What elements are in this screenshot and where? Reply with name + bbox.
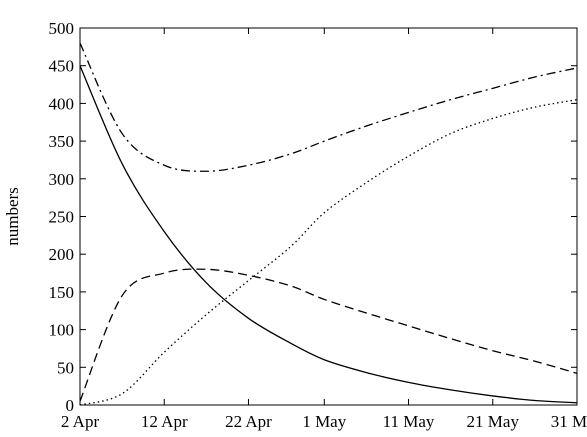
x-tick-label: 12 Apr	[141, 412, 188, 431]
y-tick-label: 400	[49, 94, 75, 113]
series-line-dashdot	[79, 42, 578, 172]
y-tick-label: 450	[49, 57, 75, 76]
series-line-dashed	[79, 268, 578, 402]
x-tick-label: 22 Apr	[225, 412, 272, 431]
x-tick-label: 2 Apr	[61, 412, 100, 431]
y-axis: 0 50 100 150 200 250 300 350 400 450 500	[49, 19, 577, 415]
x-tick-label: 11 May	[383, 412, 435, 431]
y-axis-label: numbers	[3, 187, 22, 246]
y-tick-label: 300	[49, 170, 75, 189]
y-tick-label: 350	[49, 132, 75, 151]
y-tick-label: 0	[66, 396, 75, 415]
y-tick-label: 200	[49, 245, 75, 264]
x-tick-label: 31 May	[551, 412, 587, 431]
y-tick-label: 100	[49, 321, 75, 340]
y-tick-label: 150	[49, 283, 75, 302]
plot-area	[79, 42, 578, 406]
x-tick-label: 21 May	[467, 412, 520, 431]
series-line-solid	[79, 65, 578, 404]
series-line-dotted	[79, 98, 578, 406]
y-tick-label: 500	[49, 19, 75, 38]
y-tick-label: 250	[49, 208, 75, 227]
x-axis: 2 Apr 12 Apr 22 Apr 1 May 11 May 21 May 31 May	[61, 28, 587, 431]
x-tick-label: 1 May	[302, 412, 346, 431]
y-tick-label: 50	[57, 358, 74, 377]
